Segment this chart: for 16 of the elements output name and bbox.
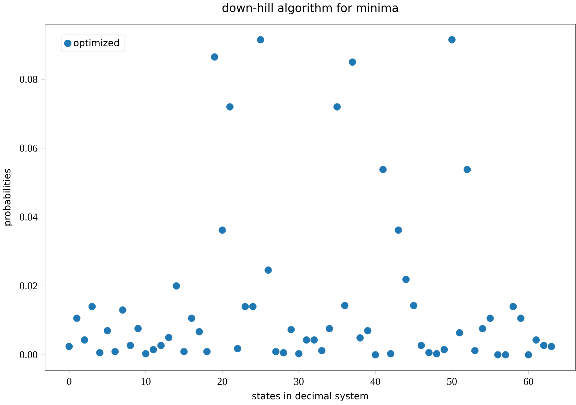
y-tick-label: 0.08 <box>20 76 38 84</box>
x-tick-label: 0 <box>67 378 72 386</box>
x-tick-label: 40 <box>370 378 380 386</box>
y-axis-title: probabilities <box>3 169 13 226</box>
x-tick-label: 60 <box>524 378 534 386</box>
y-tick-label: 0.00 <box>20 352 38 359</box>
y-tick-label: 0.04 <box>20 214 38 221</box>
x-tick-label: 20 <box>218 378 228 386</box>
y-tick-label: 0.02 <box>20 282 38 290</box>
x-tick-label: 50 <box>448 378 457 386</box>
x-tick-label: 10 <box>142 378 151 386</box>
chart-title: down-hill algorithm for minima <box>222 4 398 15</box>
x-axis-title: states in decimal system <box>252 392 368 402</box>
y-tick-label: 0.06 <box>20 144 38 152</box>
x-tick-label: 30 <box>294 378 304 386</box>
legend-label: optimized <box>74 39 120 48</box>
